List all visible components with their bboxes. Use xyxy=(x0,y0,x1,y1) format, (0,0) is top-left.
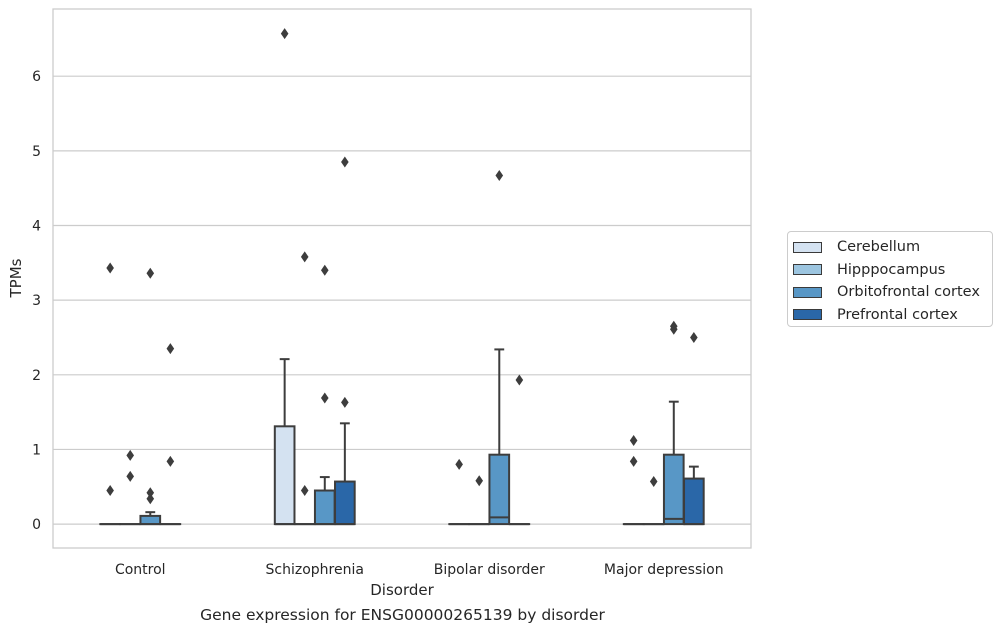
outlier-point xyxy=(300,251,309,263)
box-hipppocampus-3 xyxy=(642,476,665,526)
legend-swatch xyxy=(793,241,822,253)
y-tick-label: 2 xyxy=(32,368,41,384)
box xyxy=(662,453,685,526)
legend-item-cerebellum: Cerebellum xyxy=(793,236,992,259)
y-tick-label: 3 xyxy=(32,293,41,309)
box-prefrontal-cortex-3 xyxy=(683,331,705,526)
outlier-point xyxy=(146,493,155,505)
outlier-point xyxy=(515,374,524,386)
outlier-point xyxy=(455,458,463,470)
outlier-point xyxy=(106,262,114,274)
x-tick-labels: Control Schizophrenia Bipolar disorder Majo… xyxy=(115,562,724,578)
box-orbitofrontal-cortex-0 xyxy=(139,267,162,526)
box-cerebellum-2 xyxy=(448,458,470,526)
box-prefrontal-cortex-0 xyxy=(159,343,182,526)
legend-item-hippocampus: Hipppocampus xyxy=(793,259,992,282)
box-hipppocampus-2 xyxy=(468,475,491,526)
y-tick-label: 0 xyxy=(32,517,41,533)
outlier-point xyxy=(320,264,329,276)
box-prefrontal-cortex-1 xyxy=(334,156,356,526)
x-tick-label: Control xyxy=(115,562,166,578)
y-tick-label: 4 xyxy=(32,218,41,234)
box-prefrontal-cortex-2 xyxy=(508,374,531,526)
box-cerebellum-0 xyxy=(99,262,121,526)
box xyxy=(334,480,356,526)
legend-swatch xyxy=(793,309,822,321)
x-tick-label: Bipolar disorder xyxy=(434,562,545,578)
legend-label: Cerebellum xyxy=(837,239,921,256)
outlier-point xyxy=(475,475,484,487)
outlier-point xyxy=(166,455,175,467)
outlier-point xyxy=(341,396,349,408)
box xyxy=(488,453,511,526)
y-tick-label: 6 xyxy=(32,69,41,85)
legend-swatch xyxy=(793,286,822,298)
gridlines xyxy=(53,75,751,525)
legend-item-prefrontal-cortex: Prefrontal cortex xyxy=(793,304,992,327)
legend-item-orbitofrontal-cortex: Orbitofrontal cortex xyxy=(793,281,992,304)
outlier-point xyxy=(106,485,114,497)
figure-caption: Gene expression for ENSG00000265139 by d… xyxy=(200,606,605,624)
legend-label: Hipppocampus xyxy=(837,261,946,278)
x-axis-label: Disorder xyxy=(370,581,434,599)
box xyxy=(273,425,296,526)
box-orbitofrontal-cortex-2 xyxy=(488,169,511,526)
plot-frame xyxy=(52,8,752,549)
box xyxy=(683,477,705,526)
outlier-point xyxy=(690,331,698,343)
outlier-point xyxy=(300,485,309,497)
y-tick-label: 5 xyxy=(32,144,41,160)
box xyxy=(313,489,336,526)
box-layer xyxy=(99,28,705,526)
legend-label: Prefrontal cortex xyxy=(837,306,958,323)
legend: Cerebellum Hipppocampus Orbitofrontal co… xyxy=(787,231,993,327)
outlier-point xyxy=(629,455,638,467)
outlier-point xyxy=(146,487,155,499)
box-orbitofrontal-cortex-1 xyxy=(313,264,336,526)
y-tick-label: 1 xyxy=(32,442,41,458)
outlier-point xyxy=(341,156,349,168)
box-cerebellum-1 xyxy=(273,28,296,526)
x-tick-label: Major depression xyxy=(604,562,724,578)
x-tick-label: Schizophrenia xyxy=(266,562,364,578)
box-hipppocampus-1 xyxy=(293,251,316,526)
box xyxy=(139,514,162,526)
outlier-point xyxy=(629,434,638,446)
box-hipppocampus-0 xyxy=(119,449,142,526)
outlier-point xyxy=(166,343,175,355)
outlier-point xyxy=(126,470,135,482)
outlier-point xyxy=(495,169,504,181)
legend-swatch xyxy=(793,264,822,276)
legend-label: Orbitofrontal cortex xyxy=(837,284,980,301)
outlier-point xyxy=(146,267,155,279)
box-cerebellum-3 xyxy=(622,434,645,526)
outlier-point xyxy=(126,449,135,461)
y-tick-labels: 0 1 2 3 4 5 6 xyxy=(32,69,41,533)
outlier-point xyxy=(649,476,658,488)
outlier-point xyxy=(669,323,678,335)
box-orbitofrontal-cortex-3 xyxy=(662,320,685,526)
y-axis-label: TPMs xyxy=(7,258,25,298)
outlier-point xyxy=(320,392,329,404)
outlier-point xyxy=(280,28,289,40)
